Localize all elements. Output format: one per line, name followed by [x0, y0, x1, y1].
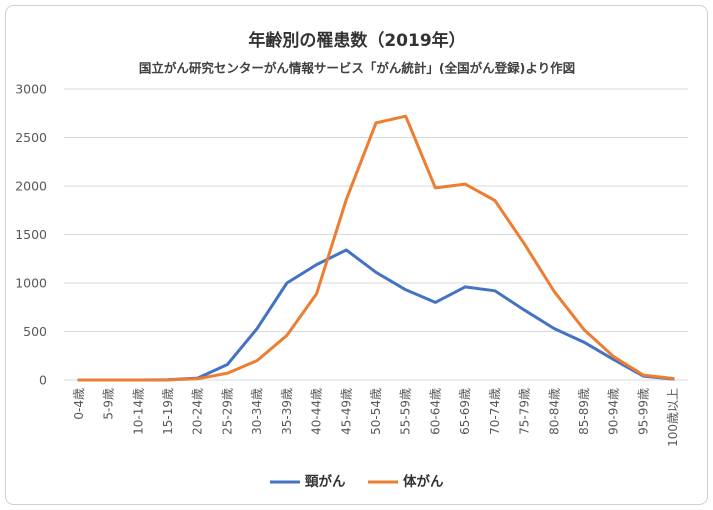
data-point	[285, 334, 289, 337]
data-point	[196, 377, 199, 380]
x-tick-label: 25-29歳	[220, 388, 234, 435]
gridlines	[64, 88, 688, 381]
data-point	[137, 378, 140, 382]
x-tick-label: 60-64歳	[428, 388, 442, 435]
x-tick-label: 90-94歳	[607, 388, 621, 435]
data-point	[671, 377, 675, 380]
data-point	[582, 328, 586, 331]
x-tick-label: 50-54歳	[369, 388, 383, 435]
x-tick-label: 45-49歳	[339, 388, 353, 435]
data-point	[493, 289, 497, 292]
data-point	[434, 301, 437, 304]
data-point	[642, 373, 645, 377]
data-point	[523, 243, 526, 246]
x-tick-label: 10-14歳	[131, 388, 145, 435]
y-tick-label: 0	[39, 373, 47, 388]
data-point	[315, 263, 318, 266]
data-point	[345, 198, 348, 201]
x-tick-label: 40-44歳	[310, 388, 324, 435]
data-point	[255, 327, 259, 330]
y-tick-label: 2000	[15, 179, 47, 194]
chart-title: 年齢別の罹患数（2019年）	[248, 30, 465, 51]
x-axis-labels: 0-4歳 5-9歳 10-14歳 15-19歳 20-24歳 25-29歳 30-34歳 35…	[72, 388, 680, 447]
data-point	[345, 248, 348, 252]
x-tick-label: 55-59歳	[399, 388, 413, 435]
data-point	[374, 271, 378, 274]
x-tick-label: 75-79歳	[518, 388, 532, 435]
data-point	[107, 378, 110, 382]
x-tick-label: 85-89歳	[577, 388, 591, 435]
data-point	[404, 115, 407, 118]
legend: 頸がん 体がん	[270, 473, 444, 490]
x-tick-label: 0-4歳	[72, 388, 86, 420]
legend-label: 頸がん	[305, 473, 346, 490]
data-point	[523, 309, 526, 312]
legend-label: 体がん	[403, 473, 444, 490]
data-point	[612, 355, 615, 358]
chart-frame	[5, 5, 708, 505]
data-point	[285, 281, 289, 285]
y-axis-labels: 0 500 1000 1500 2000 2500 3000	[15, 82, 47, 388]
x-tick-label: 30-34歳	[250, 388, 264, 435]
y-tick-label: 500	[23, 324, 47, 339]
x-tick-label: 95-99歳	[636, 388, 650, 435]
data-point	[434, 186, 437, 190]
x-tick-label: 65-69歳	[458, 388, 472, 435]
data-point	[255, 359, 259, 362]
plot-series	[77, 114, 675, 382]
data-point	[226, 363, 229, 366]
data-point	[315, 292, 318, 295]
x-tick-label: 100歳以上	[666, 388, 680, 447]
x-tick-label: 20-24歳	[191, 388, 205, 435]
data-point	[493, 199, 497, 202]
data-point	[612, 358, 615, 361]
data-point	[463, 182, 467, 186]
legend-item: 頸がん	[270, 473, 346, 490]
x-tick-label: 80-84歳	[547, 388, 561, 435]
data-point	[553, 327, 556, 330]
data-point	[374, 121, 378, 125]
data-point	[226, 372, 229, 375]
data-point	[582, 341, 586, 344]
data-point	[166, 378, 170, 382]
y-tick-label: 1000	[15, 276, 47, 291]
data-point	[77, 378, 81, 382]
x-tick-label: 70-74歳	[488, 388, 502, 435]
y-tick-label: 3000	[15, 82, 47, 97]
data-point	[553, 290, 556, 293]
y-tick-label: 2500	[15, 130, 47, 145]
chart-subtitle: 国立がん研究センターがん情報サービス「がん統計」(全国がん登録)より作図	[139, 61, 575, 76]
y-tick-label: 1500	[15, 227, 47, 242]
data-point	[463, 285, 467, 289]
x-tick-label: 15-19歳	[161, 388, 175, 435]
x-tick-label: 5-9歳	[102, 388, 116, 420]
data-point	[404, 288, 407, 291]
x-tick-label: 35-39歳	[280, 388, 294, 435]
legend-item: 体がん	[368, 473, 444, 490]
